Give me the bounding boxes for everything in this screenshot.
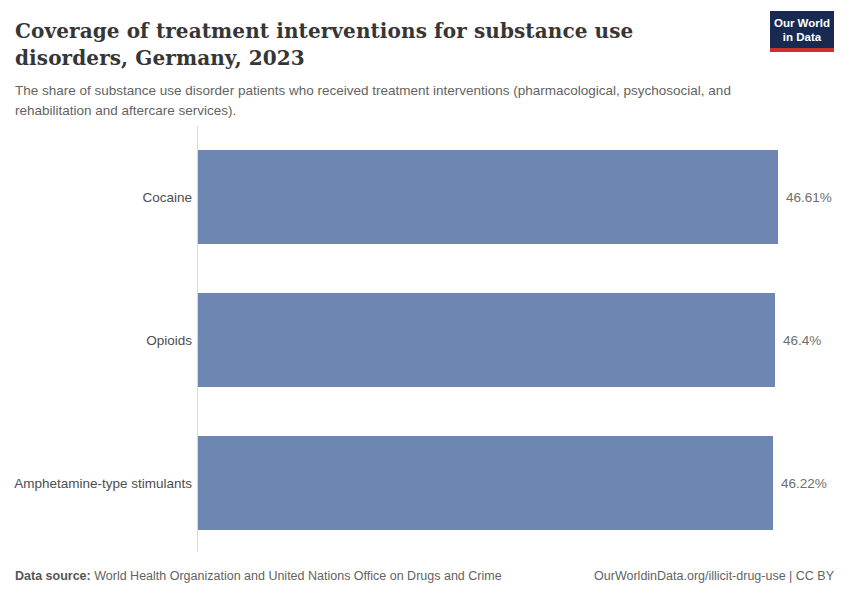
footer: Data source: World Health Organization a… bbox=[15, 568, 834, 585]
bar-row: Cocaine 46.61% bbox=[0, 150, 850, 244]
category-label: Opioids bbox=[0, 332, 192, 349]
category-label: Cocaine bbox=[0, 189, 192, 206]
bar[interactable] bbox=[198, 436, 773, 530]
chart-title: Coverage of treatment interventions for … bbox=[15, 18, 715, 72]
bar-row: Opioids 46.4% bbox=[0, 293, 850, 387]
bar-row: Amphetamine-type stimulants 46.22% bbox=[0, 436, 850, 530]
category-label: Amphetamine-type stimulants bbox=[0, 475, 192, 492]
chart-page: Coverage of treatment interventions for … bbox=[0, 0, 850, 600]
bar[interactable] bbox=[198, 293, 775, 387]
owid-logo-line2: in Data bbox=[770, 30, 834, 44]
data-source-note: Data source: World Health Organization a… bbox=[15, 568, 502, 585]
value-label: 46.4% bbox=[783, 333, 821, 348]
owid-logo-line1: Our World bbox=[770, 16, 834, 30]
bar[interactable] bbox=[198, 150, 778, 244]
value-label: 46.61% bbox=[786, 190, 832, 205]
data-source-value: World Health Organization and United Nat… bbox=[94, 569, 501, 583]
bar-chart: Cocaine 46.61% Opioids 46.4% Amphetamine-typ… bbox=[0, 126, 850, 552]
value-label: 46.22% bbox=[781, 476, 827, 491]
credit-link[interactable]: OurWorldinData.org/illicit-drug-use | CC… bbox=[594, 568, 834, 585]
owid-logo[interactable]: Our World in Data bbox=[770, 11, 834, 52]
header: Coverage of treatment interventions for … bbox=[0, 18, 850, 121]
chart-subtitle: The share of substance use disorder pati… bbox=[15, 81, 805, 121]
data-source-label: Data source: bbox=[15, 569, 91, 583]
